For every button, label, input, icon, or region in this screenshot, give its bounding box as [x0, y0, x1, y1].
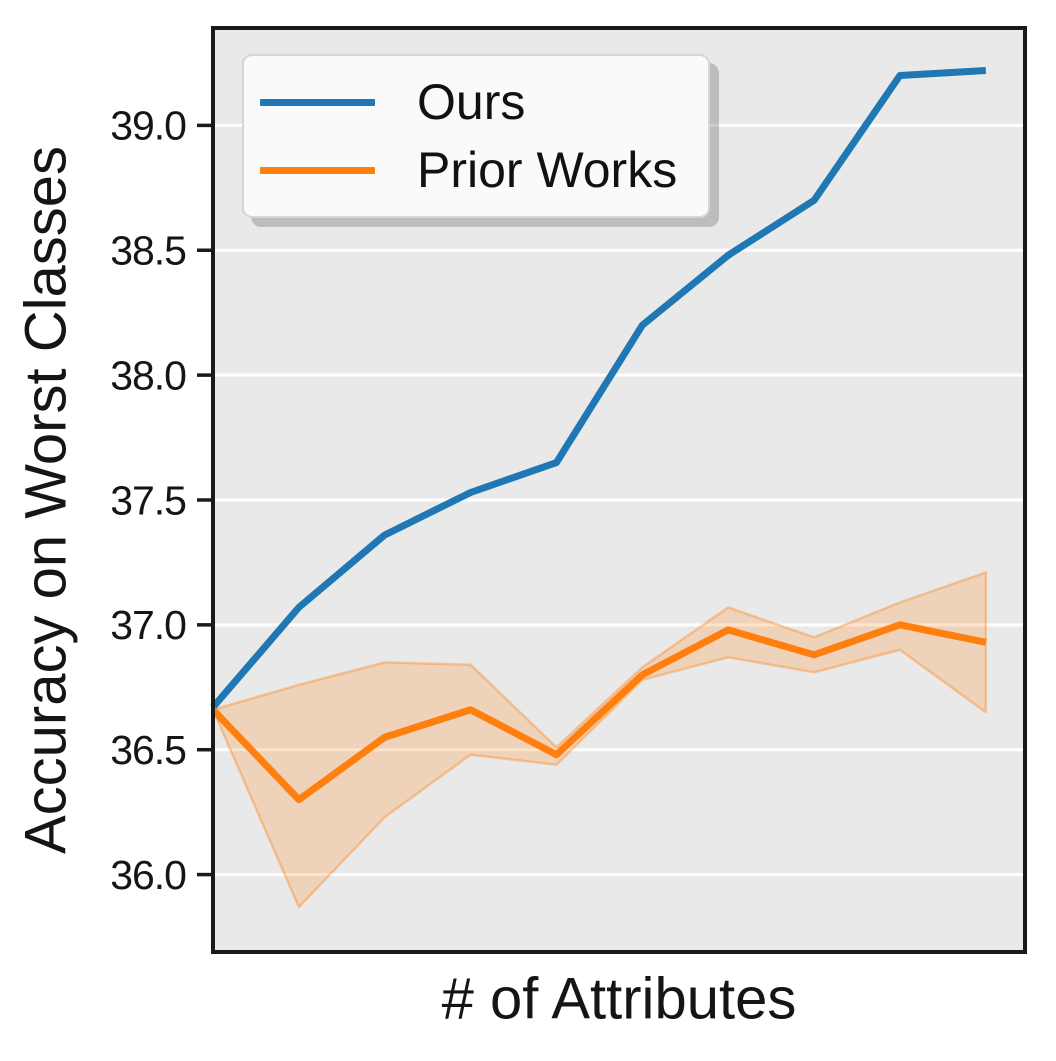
y-axis-label: Accuracy on Worst Classes — [13, 145, 79, 855]
prior-works-line — [210, 621, 987, 804]
y-tick-label: 39.0 — [110, 103, 186, 149]
ours-line-swatch — [260, 98, 375, 106]
legend-label-prior-works: Prior Works — [417, 142, 678, 198]
legend-item-prior-works: Prior Works — [260, 137, 688, 203]
prior-works-line-swatch — [260, 166, 375, 174]
y-tick-label: 36.0 — [110, 852, 186, 898]
ours-line — [210, 66, 987, 710]
y-tick-label: 38.0 — [110, 352, 186, 398]
y-tick-label: 37.5 — [110, 477, 186, 523]
x-axis-label: # of Attributes — [441, 966, 797, 1032]
legend-item-ours: Ours — [260, 69, 688, 135]
y-tick-label: 38.5 — [110, 228, 186, 274]
y-tick-label: 36.5 — [110, 727, 186, 773]
legend: Ours Prior Works — [242, 54, 710, 218]
axes-spines — [211, 26, 1027, 954]
y-tick-label: 37.0 — [110, 602, 186, 648]
legend-label-ours: Ours — [417, 74, 526, 130]
